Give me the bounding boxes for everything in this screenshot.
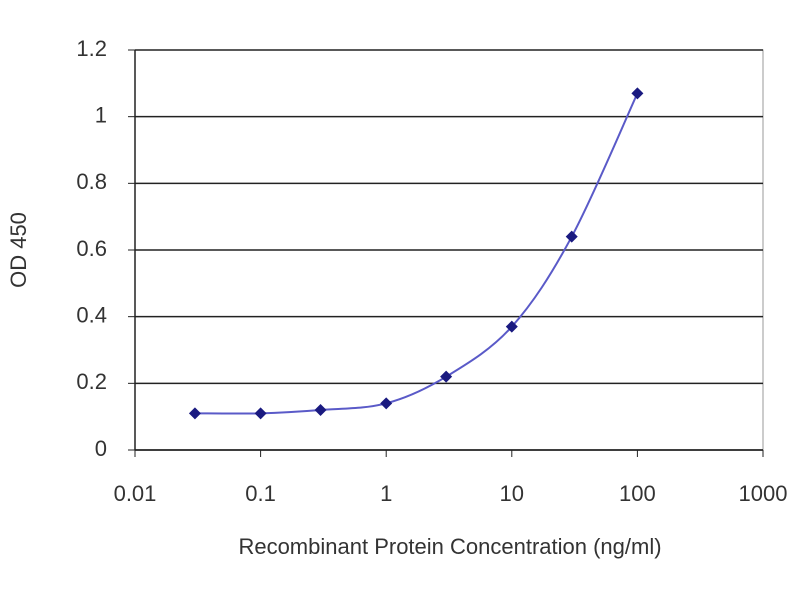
- y-tick-label: 0.2: [76, 369, 107, 394]
- x-tick-label: 1000: [739, 481, 788, 506]
- y-tick-label: 0.4: [76, 302, 107, 327]
- data-point: [440, 370, 453, 383]
- y-tick-label: 1: [95, 102, 107, 127]
- data-point: [631, 87, 644, 100]
- x-axis-title: Recombinant Protein Concentration (ng/ml…: [238, 534, 661, 559]
- x-tick-label: 100: [619, 481, 656, 506]
- x-tick-label: 1: [380, 481, 392, 506]
- y-tick-label: 0: [95, 436, 107, 461]
- x-tick-label: 10: [500, 481, 524, 506]
- data-point: [505, 320, 518, 333]
- x-tick-label: 0.1: [245, 481, 276, 506]
- x-tick-label: 0.01: [114, 481, 157, 506]
- data-point: [380, 397, 393, 410]
- data-point: [188, 407, 201, 420]
- y-axis-title: OD 450: [6, 212, 31, 288]
- y-tick-label: 1.2: [76, 36, 107, 61]
- y-tick-label: 0.6: [76, 236, 107, 261]
- data-point: [314, 404, 327, 416]
- data-point: [565, 230, 578, 243]
- y-tick-label: 0.8: [76, 169, 107, 194]
- data-point: [254, 407, 267, 420]
